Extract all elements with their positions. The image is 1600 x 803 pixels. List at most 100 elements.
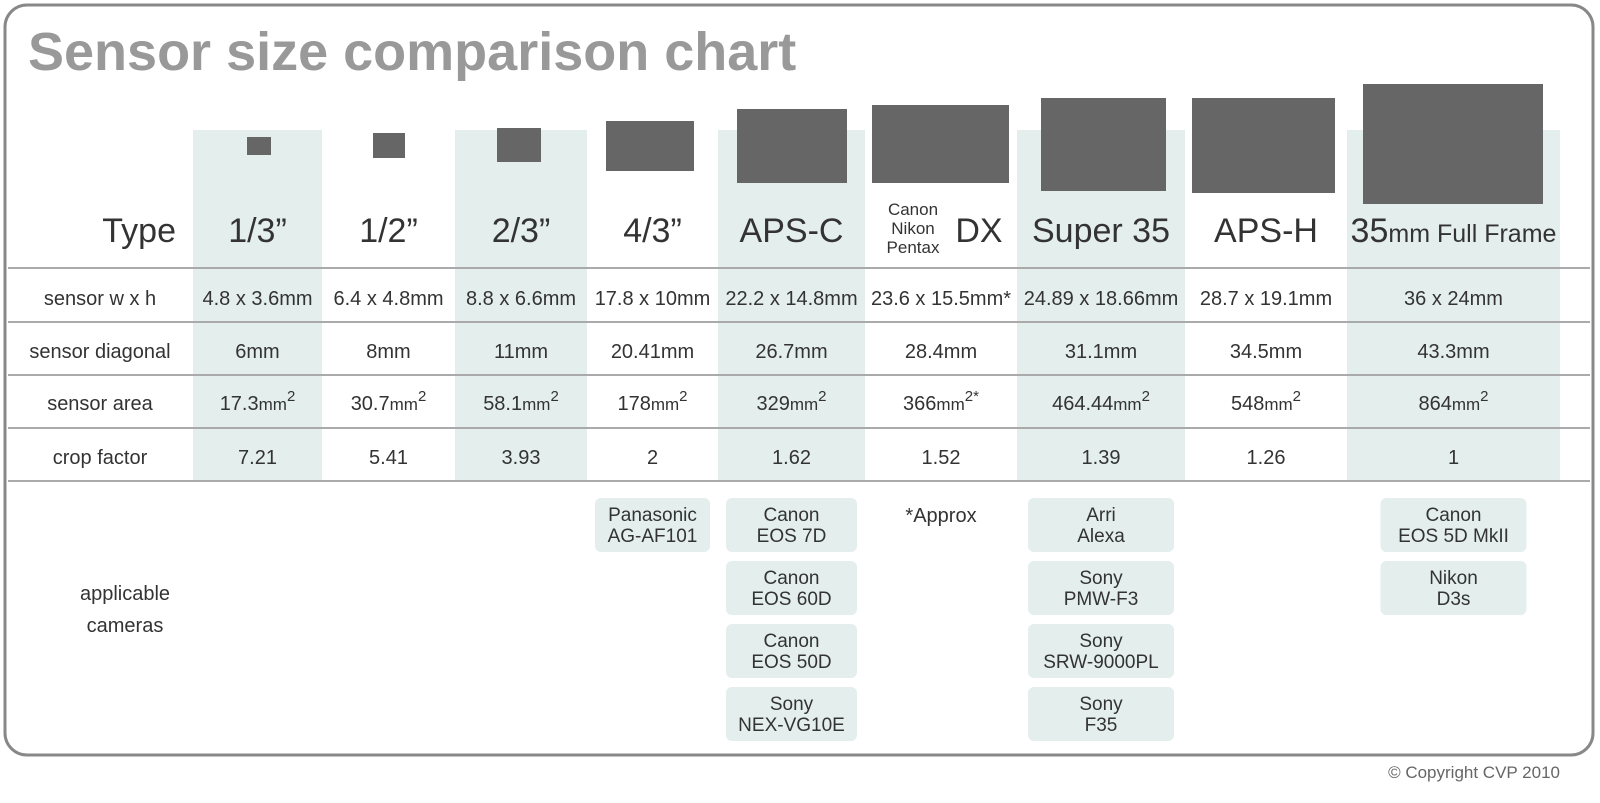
camera-label: NEX-VG10E	[738, 715, 845, 736]
camera-label: Panasonic	[608, 505, 697, 526]
crop-factor: 5.41	[369, 447, 408, 469]
sensor-area: 178mm2	[617, 388, 687, 415]
column-shade	[718, 130, 865, 481]
area-value: 30.7	[351, 393, 390, 415]
row-header: sensor area	[47, 393, 153, 415]
camera-box	[726, 687, 857, 741]
camera-box	[1380, 561, 1527, 615]
area-unit: mm	[651, 395, 679, 414]
note: *Approx	[905, 505, 976, 527]
sensor-diagonal: 31.1mm	[1065, 341, 1137, 363]
type-label: APS-H	[1214, 212, 1318, 250]
type-label: 1/3”	[228, 212, 287, 250]
type-suffix: mm Full Frame	[1388, 220, 1556, 248]
area-value: 864	[1418, 393, 1451, 415]
camera-label: Canon	[764, 568, 820, 589]
crop-factor: 3.93	[502, 447, 541, 469]
camera-label: F35	[1085, 715, 1118, 736]
sensor-diagonal: 8mm	[366, 341, 410, 363]
sensor-shape	[606, 121, 694, 171]
camera-box	[1028, 498, 1174, 552]
sensor-area: 366mm2*	[903, 388, 979, 415]
camera-label: Alexa	[1077, 526, 1125, 547]
sensor-shape	[1192, 98, 1335, 193]
copyright: © Copyright CVP 2010	[1388, 763, 1560, 782]
sensor-size: 8.8 x 6.6mm	[466, 288, 576, 310]
type-label: 35mm Full Frame	[1351, 212, 1557, 250]
area-value: 366	[903, 393, 936, 415]
area-exponent: 2	[679, 388, 687, 405]
camera-label: EOS 5D MkII	[1398, 526, 1509, 547]
sensor-diagonal: 11mm	[494, 341, 548, 363]
crop-factor: 1.62	[772, 447, 811, 469]
type-main: 35	[1351, 212, 1389, 250]
column-shading	[193, 130, 1560, 481]
camera-label: PMW-F3	[1064, 589, 1139, 610]
sensor-shape	[872, 105, 1009, 183]
area-exponent: 2	[1293, 388, 1301, 405]
sensor-diagonal: 28.4mm	[905, 341, 977, 363]
sensor-area: 864mm2	[1418, 388, 1488, 415]
camera-box	[595, 498, 710, 552]
sensor-size: 36 x 24mm	[1404, 288, 1503, 310]
sensor-shape	[1041, 98, 1166, 191]
area-unit: mm	[936, 395, 964, 414]
area-unit: mm	[390, 395, 418, 414]
camera-label: Sony	[1079, 568, 1123, 589]
camera-label: Arri	[1086, 505, 1116, 526]
sensor-size: 4.8 x 3.6mm	[202, 288, 312, 310]
sensor-diagonal: 43.3mm	[1417, 341, 1489, 363]
area-value: 329	[756, 393, 789, 415]
camera-label: EOS 50D	[751, 652, 831, 673]
sensor-shape	[247, 137, 271, 155]
sensor-size: 22.2 x 14.8mm	[725, 288, 857, 310]
area-exponent: 2	[818, 388, 826, 405]
camera-label: Canon	[764, 505, 820, 526]
sensor-area: 548mm2	[1231, 388, 1301, 415]
area-exponent: 2	[287, 388, 295, 405]
camera-box	[1028, 561, 1174, 615]
type-label: Super 35	[1032, 212, 1170, 250]
area-exponent: 2	[550, 388, 558, 405]
row-header: applicable	[80, 583, 170, 605]
camera-label: Sony	[770, 694, 814, 715]
camera-label: Canon	[1426, 505, 1482, 526]
area-exponent: 2	[1142, 388, 1150, 405]
camera-box	[726, 498, 857, 552]
camera-label: Sony	[1079, 631, 1123, 652]
camera-label: EOS 60D	[751, 589, 831, 610]
sensor-area: 329mm2	[756, 388, 826, 415]
sensor-area: 17.3mm2	[220, 388, 296, 415]
crop-factor: 1.39	[1082, 447, 1121, 469]
sensor-shape	[1363, 84, 1543, 204]
area-exponent: 2*	[965, 388, 979, 405]
sensor-diagonal: 20.41mm	[611, 341, 694, 363]
sensor-shape	[497, 128, 541, 162]
crop-factor: 2	[647, 447, 658, 469]
camera-box	[726, 624, 857, 678]
sensor-size: 23.6 x 15.5mm*	[871, 288, 1011, 310]
title: Sensor size comparison chart	[28, 22, 796, 82]
area-exponent: 2	[418, 388, 426, 405]
area-value: 17.3	[220, 393, 259, 415]
sensor-area: 30.7mm2	[351, 388, 427, 415]
type-label: 2/3”	[492, 212, 551, 250]
sensor-shape	[737, 109, 847, 183]
camera-label: SRW-9000PL	[1043, 652, 1158, 673]
camera-label: EOS 7D	[757, 526, 827, 547]
camera-box	[726, 561, 857, 615]
row-header: sensor w x h	[44, 288, 156, 310]
type-label: 1/2”	[359, 212, 418, 250]
crop-factor: 7.21	[238, 447, 277, 469]
sensor-diagonal: 34.5mm	[1230, 341, 1302, 363]
sensor-area: 58.1mm2	[483, 388, 559, 415]
sensor-size: 6.4 x 4.8mm	[333, 288, 443, 310]
sensor-diagonal: 26.7mm	[755, 341, 827, 363]
type-label: DX	[955, 212, 1002, 250]
area-unit: mm	[1452, 395, 1480, 414]
brand-label: Pentax	[887, 238, 940, 257]
column-shade	[193, 130, 322, 481]
crop-factor: 1.26	[1247, 447, 1286, 469]
